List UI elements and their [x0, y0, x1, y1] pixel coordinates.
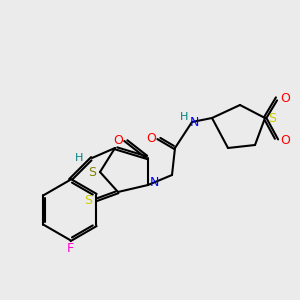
- Text: S: S: [84, 194, 92, 206]
- Text: S: S: [268, 112, 276, 124]
- Text: H: H: [75, 153, 83, 163]
- Text: O: O: [280, 134, 290, 146]
- Text: N: N: [189, 116, 199, 128]
- Text: H: H: [180, 112, 188, 122]
- Text: F: F: [66, 242, 74, 256]
- Text: S: S: [88, 166, 96, 178]
- Text: N: N: [149, 176, 159, 190]
- Text: O: O: [146, 131, 156, 145]
- Text: O: O: [280, 92, 290, 104]
- Text: O: O: [113, 134, 123, 146]
